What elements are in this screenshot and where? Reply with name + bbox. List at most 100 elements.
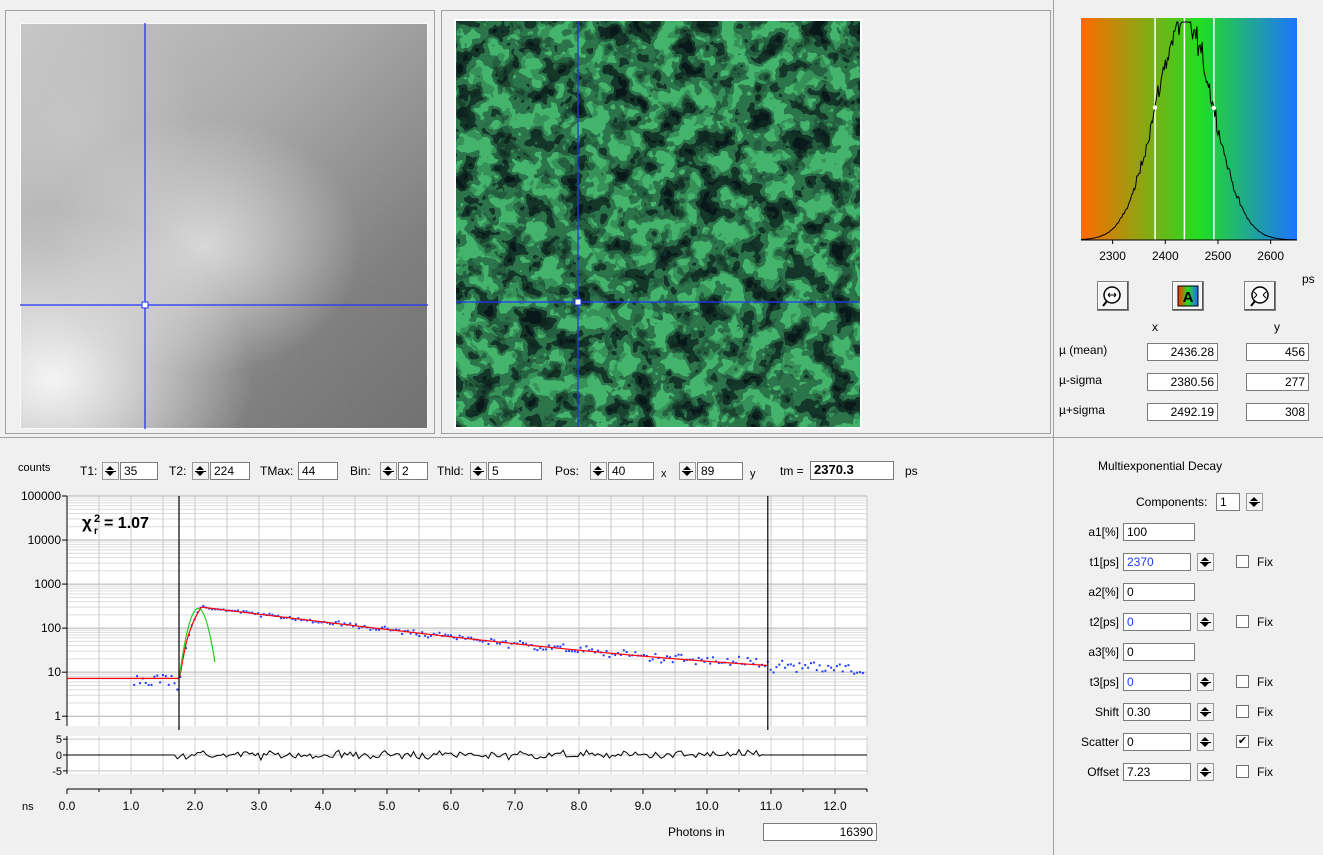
data-point xyxy=(153,675,156,678)
data-point xyxy=(262,613,265,616)
mean-y-field[interactable]: 456 xyxy=(1246,343,1309,361)
data-point xyxy=(504,640,507,643)
param-field[interactable]: 100 xyxy=(1123,523,1195,541)
data-point xyxy=(378,628,380,631)
residual-tick-label: 5 xyxy=(56,734,62,746)
data-point xyxy=(147,684,150,687)
data-point xyxy=(357,627,360,630)
param-spinner[interactable] xyxy=(1197,673,1214,691)
param-field[interactable]: 0 xyxy=(1123,733,1191,751)
fix-checkbox[interactable] xyxy=(1236,705,1249,718)
tmax-field[interactable]: 44 xyxy=(298,462,338,480)
data-point xyxy=(821,670,824,673)
data-point xyxy=(524,642,527,645)
fix-checkbox[interactable]: ✔ xyxy=(1236,735,1249,748)
data-point xyxy=(775,666,778,669)
data-point xyxy=(634,651,637,654)
auto-color-button[interactable]: A xyxy=(1172,281,1204,311)
x-tick-label: 1.0 xyxy=(123,799,140,813)
data-point xyxy=(605,650,608,653)
intensity-image[interactable] xyxy=(20,23,428,429)
fix-checkbox[interactable] xyxy=(1236,555,1249,568)
y-tick-label: 1000 xyxy=(34,577,61,591)
chi2-subscript: r xyxy=(94,526,98,537)
zoom-in-button[interactable] xyxy=(1097,281,1129,311)
bin-field[interactable]: 2 xyxy=(398,462,428,480)
plus-sigma-x-field[interactable]: 2492.19 xyxy=(1147,403,1218,421)
thld-field[interactable]: 5 xyxy=(488,462,542,480)
t2-spinner[interactable] xyxy=(192,462,209,480)
zoom-out-button[interactable] xyxy=(1244,281,1276,311)
fix-label: Fix xyxy=(1257,555,1273,569)
minus-sigma-x-field[interactable]: 2380.56 xyxy=(1147,373,1218,391)
minus-sigma-y-field[interactable]: 277 xyxy=(1246,373,1309,391)
components-field[interactable]: 1 xyxy=(1216,493,1240,511)
thld-spinner[interactable] xyxy=(470,462,487,480)
t2-field[interactable]: 224 xyxy=(210,462,250,480)
fix-label: Fix xyxy=(1257,705,1273,719)
param-spinner[interactable] xyxy=(1197,703,1214,721)
data-point xyxy=(501,640,504,643)
tm-field[interactable]: 2370.3 xyxy=(810,461,894,480)
data-point xyxy=(861,672,864,675)
data-point xyxy=(729,663,732,666)
param-spinner[interactable] xyxy=(1197,613,1214,631)
decay-plot[interactable]: 100000 10000 1000 100 10 1 χ 2r = 1.07 5 0 -5 0.0 1.0… xyxy=(0,480,880,855)
fix-checkbox[interactable] xyxy=(1236,675,1249,688)
histogram-curve xyxy=(1081,21,1298,241)
data-point xyxy=(314,620,317,623)
param-label: a2[%] xyxy=(1088,585,1119,599)
data-point xyxy=(398,629,401,632)
param-field[interactable]: 0 xyxy=(1123,643,1195,661)
data-point xyxy=(257,612,260,615)
data-point xyxy=(717,662,720,665)
plus-sigma-dot xyxy=(1211,105,1217,111)
mean-label: µ (mean) xyxy=(1059,343,1108,357)
data-point xyxy=(162,674,164,677)
data-point xyxy=(311,621,314,624)
components-spinner[interactable] xyxy=(1246,493,1263,511)
pos-y-spinner[interactable] xyxy=(679,462,696,480)
pos-y-field[interactable]: 89 xyxy=(697,462,743,480)
pos-x-axis-label: x xyxy=(661,468,667,480)
data-point xyxy=(291,618,294,621)
data-point xyxy=(810,662,812,665)
data-point xyxy=(858,671,861,674)
x-tick-label: 0.0 xyxy=(59,799,76,813)
param-spinner[interactable] xyxy=(1197,763,1214,781)
t1-field[interactable]: 35 xyxy=(120,462,158,480)
data-point xyxy=(677,653,680,656)
param-field[interactable]: 0.30 xyxy=(1123,703,1191,721)
lifetime-image[interactable] xyxy=(454,19,862,429)
param-label: t1[ps] xyxy=(1089,555,1119,569)
x-tick-label: 9.0 xyxy=(635,799,652,813)
data-point xyxy=(847,664,850,667)
decay-panel: counts T1: 35 T2: 224 TMax: 44 Bin: 2 Th… xyxy=(0,438,1053,855)
data-point xyxy=(547,644,550,647)
mean-x-field[interactable]: 2436.28 xyxy=(1147,343,1218,361)
data-point xyxy=(614,654,617,657)
data-point xyxy=(786,663,789,666)
t1-spinner[interactable] xyxy=(102,462,119,480)
param-label: Offset xyxy=(1087,765,1119,779)
param-field[interactable]: 0 xyxy=(1123,583,1195,601)
param-field[interactable]: 0 xyxy=(1123,613,1191,631)
pos-x-spinner[interactable] xyxy=(590,462,607,480)
fix-checkbox[interactable] xyxy=(1236,765,1249,778)
lifetime-histogram[interactable]: 2300 2400 2500 2600 xyxy=(1054,0,1316,300)
data-point xyxy=(812,661,815,664)
param-field[interactable]: 2370 xyxy=(1123,553,1191,571)
data-point xyxy=(769,668,772,671)
param-spinner[interactable] xyxy=(1197,733,1214,751)
data-point xyxy=(617,652,620,655)
data-point xyxy=(550,647,553,650)
param-field[interactable]: 0 xyxy=(1123,673,1191,691)
data-point xyxy=(450,634,452,637)
fix-label: Fix xyxy=(1257,675,1273,689)
pos-x-field[interactable]: 40 xyxy=(608,462,654,480)
fix-checkbox[interactable] xyxy=(1236,615,1249,628)
plus-sigma-y-field[interactable]: 308 xyxy=(1246,403,1309,421)
param-spinner[interactable] xyxy=(1197,553,1214,571)
param-field[interactable]: 7.23 xyxy=(1123,763,1191,781)
bin-spinner[interactable] xyxy=(380,462,397,480)
